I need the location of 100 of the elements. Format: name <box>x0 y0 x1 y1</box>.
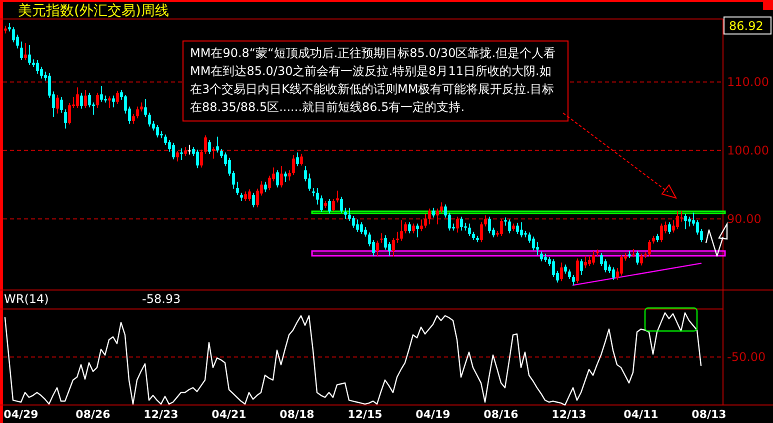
candlestick <box>536 242 539 256</box>
x-tick-label: 08/13 <box>692 408 726 421</box>
candlestick <box>36 60 39 74</box>
candlestick <box>576 258 579 284</box>
candlestick <box>600 252 603 267</box>
candlestick <box>672 220 675 234</box>
candlestick <box>480 222 483 243</box>
candlestick <box>384 234 387 250</box>
candlestick <box>404 222 407 234</box>
candlestick <box>80 92 83 110</box>
candlestick <box>348 207 351 222</box>
candlestick <box>428 208 431 225</box>
candlestick <box>180 148 183 160</box>
candlestick <box>88 92 91 108</box>
y-tick-label: 110.00 <box>727 74 769 89</box>
candlestick <box>76 86 79 108</box>
candlestick <box>340 196 343 214</box>
candlestick <box>252 192 255 208</box>
candlestick <box>408 222 411 234</box>
candlestick <box>100 86 103 102</box>
candlestick <box>336 190 339 203</box>
candlestick <box>360 222 363 234</box>
candlestick <box>264 181 267 193</box>
x-tick-label: 08/18 <box>280 408 314 421</box>
candlestick <box>456 216 459 234</box>
candlestick <box>292 154 295 176</box>
x-tick-label: 08/16 <box>484 408 519 421</box>
candlestick <box>196 149 199 169</box>
candlestick <box>604 258 607 273</box>
ref-line-label: -50.00 <box>727 350 766 364</box>
candlestick <box>420 219 423 232</box>
x-tick-label: 12/13 <box>552 408 586 421</box>
candlestick <box>56 94 59 114</box>
candlestick <box>660 223 663 243</box>
candlestick <box>620 254 623 276</box>
candlestick <box>60 96 63 114</box>
candlestick <box>28 44 31 66</box>
candlestick <box>468 223 471 236</box>
candlestick <box>188 144 191 155</box>
candlestick <box>164 134 167 146</box>
candlestick <box>144 98 147 118</box>
candlestick <box>432 207 435 218</box>
candlestick <box>440 202 443 214</box>
x-tick-label: 08/26 <box>76 408 111 421</box>
x-tick-label: 04/29 <box>4 408 38 421</box>
candlestick <box>364 226 367 238</box>
candlestick <box>204 134 207 154</box>
candlestick <box>540 251 543 262</box>
candlestick <box>112 95 115 108</box>
candlestick <box>684 214 687 230</box>
candlestick <box>176 150 179 162</box>
candlestick <box>108 96 111 108</box>
x-tick-label: 04/21 <box>212 408 246 421</box>
candlestick <box>484 214 487 227</box>
candlestick <box>380 232 383 244</box>
candlestick <box>376 240 379 256</box>
candlestick <box>352 216 355 228</box>
candlestick <box>328 198 331 214</box>
candlestick <box>200 149 203 168</box>
candlestick <box>584 255 587 269</box>
candlestick <box>580 258 583 276</box>
candlestick <box>516 222 519 234</box>
candlestick <box>344 207 347 220</box>
candlestick <box>412 223 415 234</box>
x-tick-label: 04/11 <box>624 408 658 421</box>
y-tick-label: 100.00 <box>727 143 769 158</box>
annotation: MM在90.8“蒙“短顶成功后.正往预期目标85.0/30区靠拢.但是个人看MM在到达85.0/30之前会有一波反拉.特别是8月11日所收的大阴.如在3个交易日内日K线不能收新低的话则MM极有可能将展开反拉.目标在88.35/88.5区......就目前短线86.5有一定的支持. <box>190 46 556 114</box>
candlestick <box>20 41 23 61</box>
candlestick <box>648 240 651 257</box>
candlestick <box>244 190 247 202</box>
candlestick <box>248 188 251 202</box>
candlestick <box>212 146 215 160</box>
candlestick <box>276 170 279 188</box>
candlestick <box>12 26 15 43</box>
candlestick <box>520 222 523 238</box>
candlestick <box>640 253 643 266</box>
candlestick <box>424 214 427 228</box>
candlestick <box>68 102 71 125</box>
candlestick <box>572 274 575 286</box>
candlestick <box>172 142 175 160</box>
candlestick <box>460 216 463 231</box>
candlestick <box>396 231 399 244</box>
y-tick-label: 90.00 <box>727 212 762 226</box>
x-tick-label: 04/19 <box>416 408 450 421</box>
candlestick <box>676 210 679 230</box>
candlestick <box>300 153 303 166</box>
candlestick <box>588 255 591 267</box>
candlestick <box>40 66 43 80</box>
candlestick <box>288 170 291 182</box>
candlestick <box>136 106 139 119</box>
candlestick <box>208 140 211 154</box>
candlestick <box>508 219 511 234</box>
x-tick-label: 12/23 <box>144 408 178 421</box>
candlestick <box>64 108 67 129</box>
candlestick <box>284 171 287 182</box>
candlestick <box>552 258 555 278</box>
candlestick <box>332 198 335 212</box>
candlestick <box>268 175 271 191</box>
series-label: WR(14) <box>4 292 49 306</box>
candlestick <box>392 237 395 257</box>
